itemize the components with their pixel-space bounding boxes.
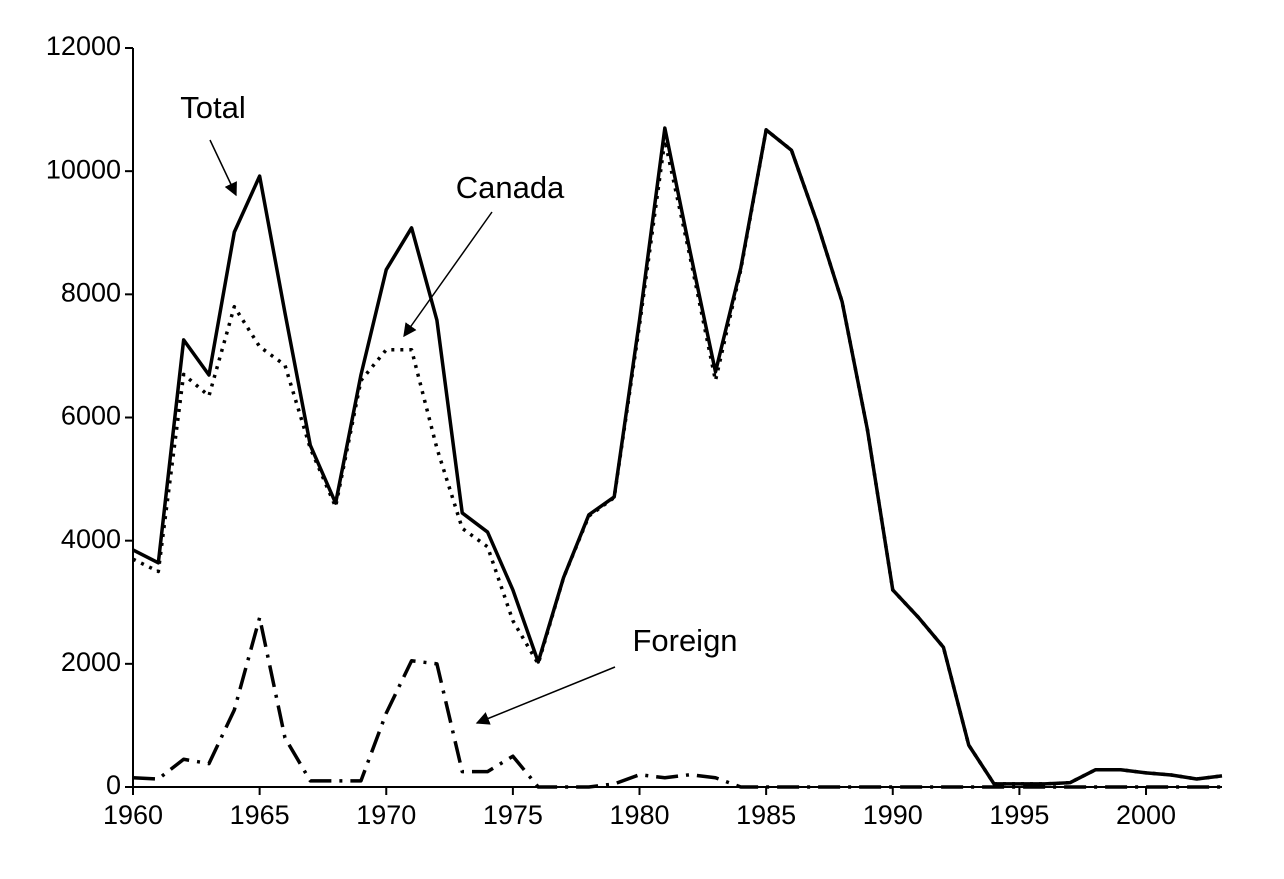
y-tick-label: 2000	[61, 647, 121, 677]
y-tick-label: 10000	[46, 154, 121, 184]
y-tick-label: 4000	[61, 524, 121, 554]
x-tick-label: 1995	[989, 800, 1049, 830]
series-line	[132, 615, 1222, 789]
series-line	[132, 128, 1223, 786]
series-line	[132, 126, 1223, 786]
x-tick-label: 1970	[356, 800, 416, 830]
x-tick-label: 1980	[609, 800, 669, 830]
x-tick-label: 1990	[863, 800, 923, 830]
y-tick-label: 8000	[61, 277, 121, 307]
annotation-arrow	[475, 666, 616, 725]
x-tick-label: 1985	[736, 800, 796, 830]
y-tick-label: 12000	[46, 31, 121, 61]
series-annotation: Foreign	[632, 623, 737, 658]
y-tick-label: 6000	[61, 401, 121, 431]
series-annotation: Total	[180, 90, 245, 125]
x-tick-label: 1965	[230, 800, 290, 830]
annotation-arrow	[209, 139, 237, 197]
series-annotation: Canada	[456, 170, 565, 205]
annotation-arrow	[403, 211, 493, 338]
y-tick-label: 0	[106, 770, 121, 800]
x-tick-label: 1975	[483, 800, 543, 830]
x-tick-label: 1960	[103, 800, 163, 830]
x-tick-label: 2000	[1116, 800, 1176, 830]
